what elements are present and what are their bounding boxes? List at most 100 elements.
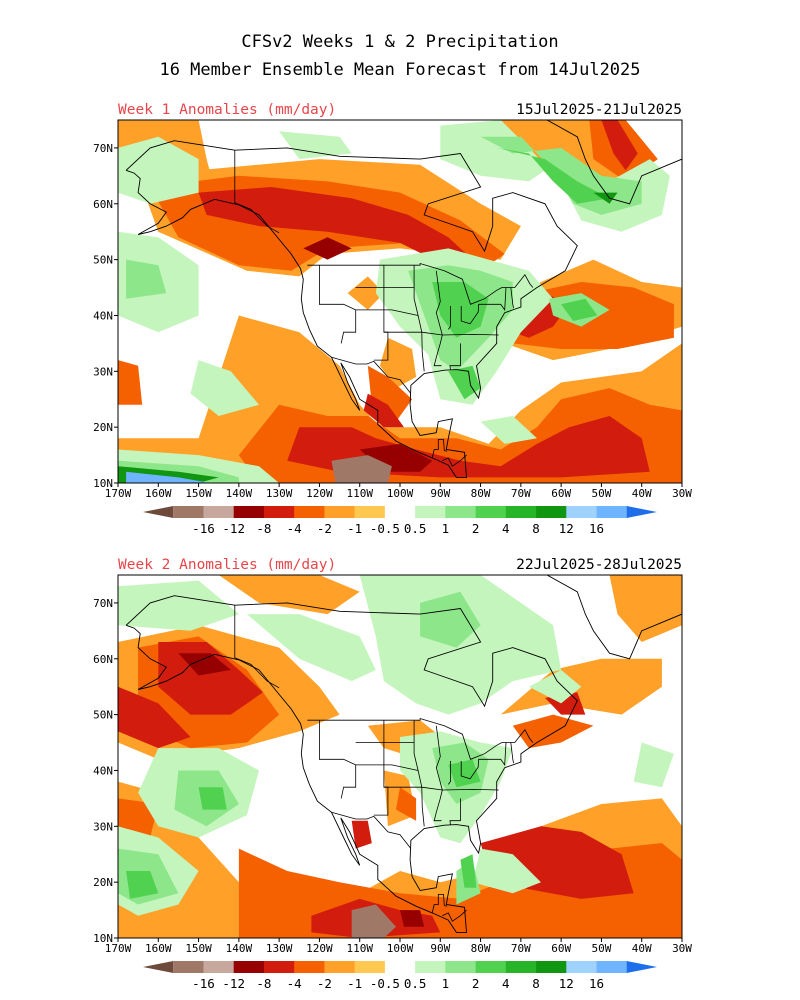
lon-tick-label: 50W xyxy=(591,487,611,500)
week1-panel: Week 1 Anomalies (mm/day) 15Jul2025-21Ju… xyxy=(93,102,692,536)
political-border xyxy=(355,309,419,316)
political-border xyxy=(331,811,412,849)
political-border xyxy=(433,725,443,822)
colorbar-swatch xyxy=(596,506,628,518)
colorbar-label: -2 xyxy=(317,521,332,536)
lon-tick-label: 90W xyxy=(430,487,450,500)
lon-tick-label: 30W xyxy=(672,942,692,955)
anomaly-contour-fill xyxy=(246,614,376,682)
anomaly-contour-fill xyxy=(472,848,541,894)
political-border xyxy=(460,759,479,780)
figure-title-line1: CFSv2 Weeks 1 & 2 Precipitation xyxy=(241,32,558,52)
anomaly-contour-fill xyxy=(460,854,477,888)
anomaly-contour-fill xyxy=(512,714,594,749)
lat-tick-label: 70N xyxy=(93,142,113,155)
colorbar-label: -1 xyxy=(347,976,362,991)
lon-tick-label: 150W xyxy=(185,487,212,500)
lat-tick-label: 10N xyxy=(93,932,113,945)
coastline xyxy=(125,595,578,933)
colorbar-label: 0.5 xyxy=(404,521,427,536)
greenland-coastline xyxy=(546,120,682,205)
political-border xyxy=(307,262,534,305)
political-border xyxy=(433,270,443,367)
colorbar-swatch xyxy=(233,506,265,518)
colorbar-swatch xyxy=(445,506,476,518)
lon-tick-label: 50W xyxy=(591,942,611,955)
colorbar-label: 4 xyxy=(502,521,510,536)
colorbar-label: -2 xyxy=(317,976,332,991)
lat-tick-label: 40N xyxy=(93,309,113,322)
colorbar-swatch xyxy=(626,506,657,518)
week1-colorbar: -16 -12 -8 -4 -2 -1 -0.5 0.5 1 2 4 8 12 16 xyxy=(143,506,657,536)
colorbar-swatch xyxy=(173,506,204,518)
political-border xyxy=(442,454,467,467)
anomaly-contour-fill xyxy=(158,642,263,715)
colorbar-swatch xyxy=(475,506,507,518)
anomaly-contour-fill xyxy=(347,276,384,310)
lon-tick-label: 60W xyxy=(551,942,571,955)
week2-map: 10N 20N 30N 40N 50N 60N 70N 170W 160W 150W 140W 130… xyxy=(93,574,692,955)
colorbar-swatch xyxy=(324,506,355,518)
colorbar-label: 2 xyxy=(472,976,480,991)
lon-tick-label: 120W xyxy=(306,942,333,955)
colorbar-swatch xyxy=(384,961,416,973)
colorbar-label: -16 xyxy=(192,976,215,991)
anomaly-contour-fill xyxy=(218,575,360,615)
lon-tick-label: 90W xyxy=(430,942,450,955)
colorbar-label: 12 xyxy=(559,521,574,536)
anomaly-contour-fill xyxy=(198,787,227,810)
colorbar-label: 12 xyxy=(559,976,574,991)
colorbar-swatch xyxy=(536,961,567,973)
anomaly-contour-fill xyxy=(198,187,473,271)
colorbar-swatch xyxy=(173,961,204,973)
colorbar-swatch xyxy=(143,506,174,518)
lon-tick-label: 170W xyxy=(105,487,132,500)
colorbar-swatch xyxy=(415,961,446,973)
lon-tick-label: 160W xyxy=(145,942,172,955)
anomaly-contour-fill xyxy=(609,575,682,642)
lon-tick-label: 140W xyxy=(226,487,253,500)
colorbar-swatch xyxy=(263,961,295,973)
political-border xyxy=(442,909,467,922)
lon-tick-label: 160W xyxy=(145,487,172,500)
colorbar-swatch xyxy=(445,961,476,973)
anomaly-contour-fill xyxy=(126,871,159,899)
colorbar-label: 2 xyxy=(472,521,480,536)
colorbar-label: 0.5 xyxy=(404,976,427,991)
lon-tick-label: 150W xyxy=(185,942,212,955)
political-border xyxy=(447,761,451,785)
anomaly-contour-fill xyxy=(448,759,481,788)
colorbar-label: -0.5 xyxy=(370,521,400,536)
colorbar-swatch xyxy=(566,506,597,518)
lon-tick-label: 130W xyxy=(266,487,293,500)
lon-tick-label: 40W xyxy=(632,942,652,955)
lon-tick-label: 30W xyxy=(672,487,692,500)
lat-tick-label: 30N xyxy=(93,820,113,833)
lat-tick-label: 60N xyxy=(93,198,113,211)
anomaly-contour-fill xyxy=(496,147,610,204)
colorbar-label: 4 xyxy=(502,976,510,991)
anomaly-contour-fill xyxy=(118,686,191,749)
colorbar-swatch xyxy=(536,506,567,518)
anomaly-contour-fill xyxy=(126,471,211,483)
political-border xyxy=(307,717,534,760)
lon-tick-label: 100W xyxy=(387,487,414,500)
colorbar-swatch xyxy=(263,506,295,518)
week2-colorbar: -16 -12 -8 -4 -2 -1 -0.5 0.5 1 2 4 8 12 16 xyxy=(143,961,657,991)
anomaly-contour-fill xyxy=(363,393,404,428)
anomaly-contour-fill xyxy=(432,282,489,338)
anomaly-contour-fill xyxy=(126,259,167,299)
political-border xyxy=(331,356,412,394)
lon-tick-label: 110W xyxy=(346,487,373,500)
colorbar-swatch xyxy=(475,961,507,973)
week2-date-range: 22Jul2025-28Jul2025 xyxy=(516,557,682,573)
colorbar-swatch xyxy=(294,506,325,518)
colorbar-label: -16 xyxy=(192,521,215,536)
political-border xyxy=(431,894,448,913)
lon-tick-label: 170W xyxy=(105,942,132,955)
lon-tick-label: 110W xyxy=(346,942,373,955)
colorbar-label: 8 xyxy=(532,976,540,991)
lat-tick-label: 50N xyxy=(93,254,113,267)
anomaly-contour-fill xyxy=(448,365,481,400)
colorbar-swatch xyxy=(324,961,355,973)
